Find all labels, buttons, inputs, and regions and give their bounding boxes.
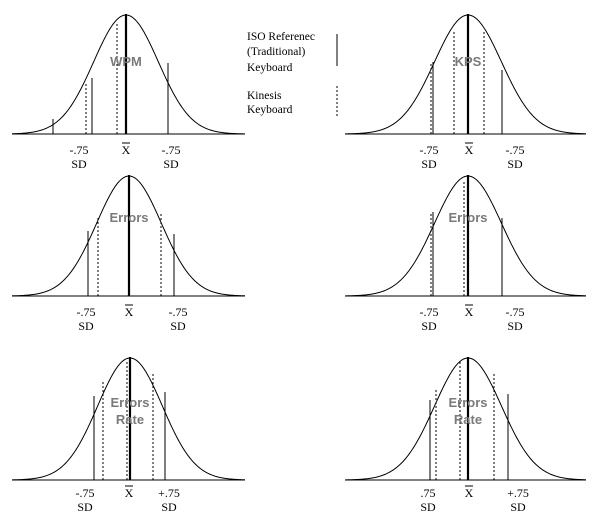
sd-unit-label: SD — [71, 157, 87, 171]
sd-unit-label: SD — [77, 500, 93, 514]
sd-value-label: -.75 — [420, 143, 439, 157]
mean-label: X — [125, 305, 134, 319]
mean-label: X — [125, 486, 134, 500]
sd-value-label: -.75 — [70, 143, 89, 157]
legend-kinesis-label: Keyboard — [247, 104, 293, 116]
panel-title: Errors — [110, 395, 149, 410]
sd-value-label: -.75 — [420, 305, 439, 319]
sd-unit-label: SD — [420, 500, 436, 514]
sd-value-label: -.75 — [162, 143, 181, 157]
panel-title: Errors — [109, 210, 148, 225]
sd-value-label: -.75 — [169, 305, 188, 319]
panel-title: WPM — [110, 54, 142, 69]
sd-unit-label: SD — [507, 157, 523, 171]
sd-value-label: -.75 — [77, 305, 96, 319]
panel-title: Errors — [448, 395, 487, 410]
legend-kinesis-label: Kinesis — [247, 90, 282, 102]
sd-unit-label: SD — [510, 500, 526, 514]
sd-unit-label: SD — [170, 319, 186, 333]
legend-iso-label: (Traditional) — [247, 46, 306, 58]
legend-iso-label: Keyboard — [247, 62, 293, 74]
bell-curve — [344, 175, 587, 297]
panel-title: Rate — [454, 412, 482, 427]
sd-unit-label: SD — [161, 500, 177, 514]
panel-title: Errors — [448, 210, 487, 225]
sd-value-label: +.75 — [158, 486, 180, 500]
sd-unit-label: SD — [421, 157, 437, 171]
sd-value-label: -.75 — [76, 486, 95, 500]
mean-label: X — [465, 305, 474, 319]
legend: ISO Referenec (Traditional) Keyboard Kinesi… — [247, 31, 338, 116]
sd-value-label: .75 — [421, 486, 436, 500]
sd-unit-label: SD — [78, 319, 94, 333]
sd-unit-label: SD — [421, 319, 437, 333]
sd-value-label: +.75 — [507, 486, 529, 500]
mean-label: X — [122, 143, 131, 157]
mean-label: X — [465, 486, 474, 500]
sd-value-label: -.75 — [506, 143, 525, 157]
panel-title: KPS — [455, 54, 482, 69]
mean-label: X — [465, 143, 474, 157]
sd-unit-label: SD — [163, 157, 179, 171]
bell-curve — [344, 357, 587, 481]
bell-curve — [11, 357, 246, 481]
bell-curve — [11, 14, 246, 135]
sd-unit-label: SD — [507, 319, 523, 333]
bell-curve — [344, 14, 587, 135]
panel-title: Rate — [116, 412, 144, 427]
sd-value-label: -.75 — [506, 305, 525, 319]
legend-iso-label: ISO Referenec — [247, 31, 315, 43]
